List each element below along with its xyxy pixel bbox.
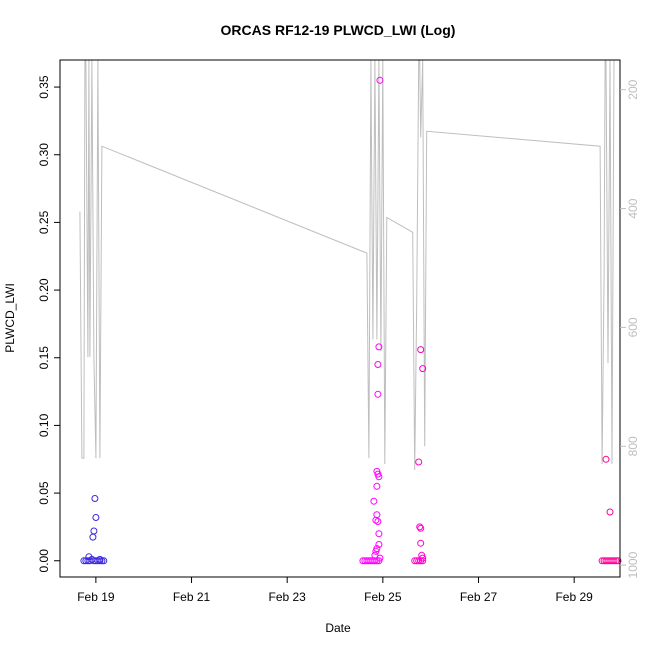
data-point xyxy=(416,523,424,531)
y-tick-label: 0.15 xyxy=(37,346,51,370)
x-tick-label: Feb 25 xyxy=(364,590,402,604)
y-tick-label: 0.05 xyxy=(37,481,51,505)
right-y-tick-label: 600 xyxy=(626,317,640,337)
y-axis-right: 200 400 600 800 1000 xyxy=(620,79,640,578)
data-point xyxy=(89,533,97,541)
right-y-tick-label: 200 xyxy=(626,79,640,99)
data-point xyxy=(373,545,381,553)
data-point xyxy=(373,511,381,519)
data-point xyxy=(602,455,610,463)
y-tick-label: 0.20 xyxy=(37,278,51,302)
data-point xyxy=(98,557,106,565)
data-point xyxy=(100,557,108,565)
data-point xyxy=(419,365,427,373)
data-point xyxy=(417,346,425,354)
data-point xyxy=(376,554,384,562)
data-point xyxy=(374,518,382,525)
data-point xyxy=(375,343,383,351)
data-point xyxy=(614,557,622,565)
data-point xyxy=(612,557,620,565)
y-tick-label: 0.10 xyxy=(37,413,51,437)
plot-frame xyxy=(59,59,621,578)
x-axis-title: Date xyxy=(325,621,351,635)
data-point xyxy=(610,557,618,565)
data-point xyxy=(91,495,99,502)
data-point xyxy=(96,555,104,563)
x-tick-label: Feb 29 xyxy=(555,590,593,604)
data-point xyxy=(370,497,378,505)
points-layer xyxy=(80,76,622,565)
data-point xyxy=(419,554,427,562)
chart-title: ORCAS RF12-19 PLWCD_LWI (Log) xyxy=(221,22,456,38)
y-tick-label: 0.35 xyxy=(37,75,51,99)
data-point xyxy=(85,553,93,561)
x-axis: Feb 19 Feb 21 Feb 23 Feb 25 Feb 27 Feb 29 xyxy=(77,577,593,604)
data-point xyxy=(374,361,382,368)
data-point xyxy=(92,514,100,521)
data-point xyxy=(375,541,383,548)
x-tick-label: Feb 21 xyxy=(173,590,211,604)
data-point xyxy=(606,508,614,516)
right-y-tick-label: 400 xyxy=(626,198,640,218)
y-axis-left: 0.00 0.05 0.10 0.15 0.20 0.25 0.30 0.35 xyxy=(37,75,60,572)
y-axis-title: PLWCD_LWI xyxy=(3,283,17,353)
right-y-tick-label: 1000 xyxy=(626,551,640,578)
data-point xyxy=(417,539,425,547)
data-point xyxy=(417,524,425,532)
y-tick-label: 0.30 xyxy=(37,143,51,167)
data-point xyxy=(374,390,382,398)
data-point xyxy=(90,527,98,535)
x-tick-label: Feb 19 xyxy=(77,590,115,604)
data-point xyxy=(376,76,384,84)
x-tick-label: Feb 23 xyxy=(269,590,307,604)
data-point xyxy=(415,458,423,466)
y-tick-label: 0.25 xyxy=(37,210,51,234)
data-point xyxy=(373,482,381,490)
right-y-tick-label: 800 xyxy=(626,436,640,456)
overlay-layer xyxy=(79,59,615,471)
overlay-line xyxy=(79,59,615,471)
data-point xyxy=(375,473,383,481)
data-point xyxy=(375,530,383,538)
x-tick-label: Feb 27 xyxy=(460,590,498,604)
y-tick-label: 0.00 xyxy=(37,549,51,573)
